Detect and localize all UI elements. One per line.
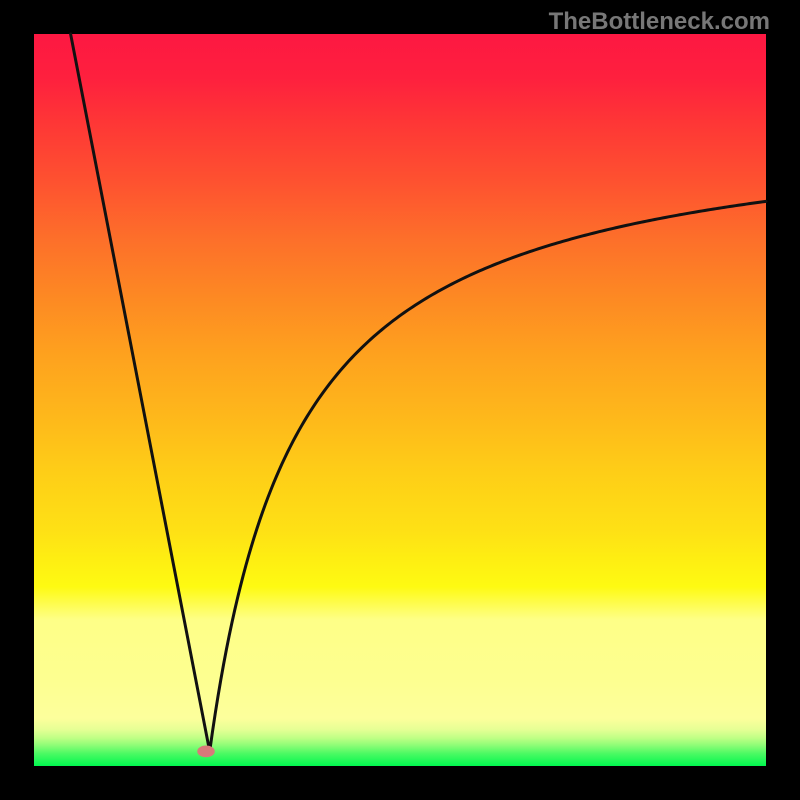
chart-frame: TheBottleneck.com — [0, 0, 800, 800]
plot-background — [34, 34, 766, 766]
watermark-text: TheBottleneck.com — [549, 8, 770, 36]
minimum-marker — [197, 746, 215, 758]
chart-svg — [0, 0, 800, 800]
